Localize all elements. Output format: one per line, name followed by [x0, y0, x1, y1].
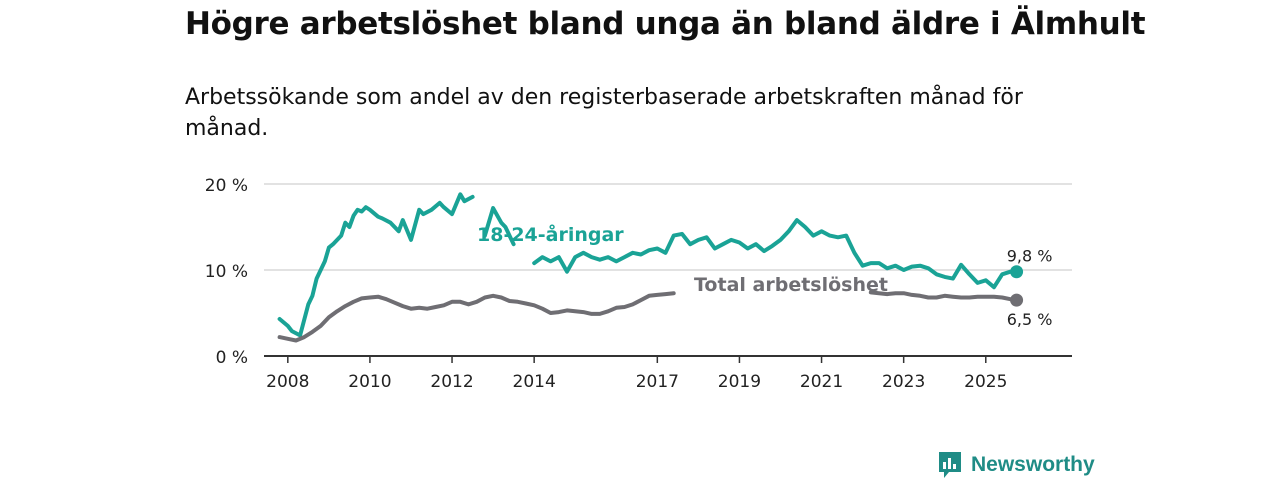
y-tick-label: 10 % [205, 262, 248, 282]
series-line-total [868, 290, 1019, 303]
chart-title: Högre arbetslöshet bland unga än bland ä… [185, 6, 1146, 42]
newsworthy-brand: Newsworthy [937, 449, 1095, 481]
brand-name: Newsworthy [971, 453, 1095, 476]
x-tick-label: 2008 [266, 372, 309, 392]
series-line-youth [277, 192, 475, 338]
series-line-total [277, 291, 676, 343]
x-tick-label: 2014 [513, 372, 556, 392]
x-tick-label: 2017 [636, 372, 679, 392]
x-tick-label: 2010 [348, 372, 391, 392]
end-point-youth [1010, 265, 1024, 279]
x-tick-label: 2021 [800, 372, 843, 392]
series-label-total: Total arbetslöshet [694, 274, 888, 296]
x-tick-label: 2025 [964, 372, 1007, 392]
end-point-total [1010, 293, 1024, 307]
y-tick-label: 20 % [205, 176, 248, 196]
axes: 0 % 10 % 20 % 2008 2010 2012 2014 2017 2019 2021 2… [205, 176, 1072, 392]
x-tick-label: 2019 [718, 372, 761, 392]
series-line-youth [482, 206, 516, 247]
y-tick-label: 0 % [216, 348, 248, 368]
series-line-youth [532, 218, 1019, 290]
series-label-youth: 18-24-åringar [477, 222, 624, 246]
bar-chart-speech-bubble-icon [939, 452, 961, 478]
end-label-youth: 9,8 % [1007, 247, 1053, 266]
x-tick-label: 2012 [430, 372, 473, 392]
end-label-total: 6,5 % [1007, 310, 1053, 329]
x-tick-label: 2023 [882, 372, 925, 392]
series-lines [277, 192, 1024, 343]
labels: 9,8 % 6,5 % 18-24-åringar Total arbetslöshe… [477, 222, 1052, 329]
gridlines [264, 183, 1072, 271]
chart-subtitle: Arbetssökande som andel av den registerb… [185, 85, 1023, 141]
